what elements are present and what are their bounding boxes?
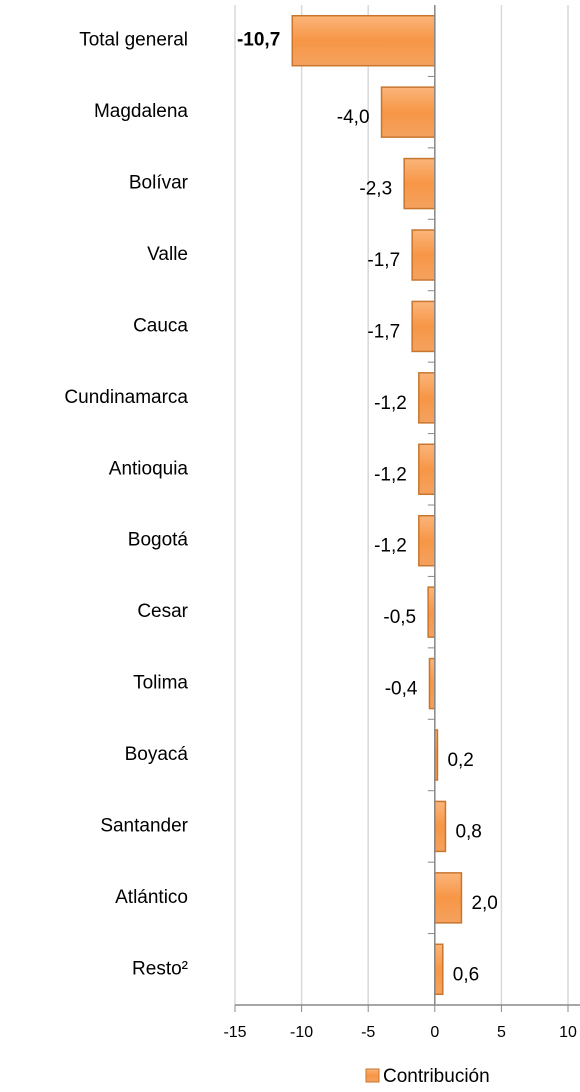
x-tick-label: -15 [223, 1024, 246, 1041]
bar [403, 157, 436, 210]
value-label: -10,7 [237, 30, 280, 51]
bar [418, 514, 436, 567]
value-label: -1,7 [367, 321, 400, 342]
value-label: 0,6 [453, 964, 479, 985]
bar [411, 300, 436, 353]
bar [434, 800, 447, 853]
value-label: -0,5 [383, 607, 416, 628]
x-tick-label: -5 [361, 1024, 375, 1041]
y-tick-label: Resto² [132, 958, 188, 979]
y-tick-label: Bolívar [129, 173, 189, 194]
value-label: 0,2 [447, 750, 473, 771]
y-tick-label: Cauca [133, 315, 188, 336]
value-label: -1,7 [367, 250, 400, 271]
y-tick-label: Antioquia [109, 458, 189, 479]
value-label: -4,0 [337, 107, 370, 128]
x-tick-label: 5 [497, 1024, 506, 1041]
legend-swatch [365, 1068, 380, 1083]
x-tick-label: 10 [559, 1024, 577, 1041]
bar [427, 586, 436, 638]
y-tick-label: Boyacá [125, 744, 189, 765]
bar [380, 86, 436, 138]
x-tick-label: 0 [430, 1024, 439, 1041]
value-label: -0,4 [385, 679, 418, 700]
value-label: 2,0 [471, 893, 497, 914]
y-tick-label: Tolima [133, 673, 188, 694]
value-label: -1,2 [374, 393, 407, 414]
bar [411, 229, 436, 281]
bar [291, 14, 436, 67]
y-tick-label: Magdalena [94, 101, 188, 122]
bar [428, 657, 436, 710]
bar [418, 443, 436, 496]
x-tick-label: -10 [290, 1024, 313, 1041]
legend-label: Contribución [383, 1066, 490, 1087]
y-tick-label: Bogotá [128, 530, 189, 551]
bar [434, 872, 463, 924]
y-tick-label: Atlántico [115, 887, 188, 908]
y-tick-label: Cesar [137, 601, 188, 622]
value-label: 0,8 [455, 821, 481, 842]
value-label: -1,2 [374, 536, 407, 557]
bar [434, 943, 444, 996]
y-tick-label: Cundinamarca [64, 387, 188, 408]
y-tick-label: Santander [100, 815, 188, 836]
value-label: -1,2 [374, 464, 407, 485]
bar [418, 372, 436, 424]
value-label: -2,3 [359, 179, 392, 200]
y-tick-label: Valle [147, 244, 188, 265]
y-tick-label: Total general [79, 30, 188, 51]
